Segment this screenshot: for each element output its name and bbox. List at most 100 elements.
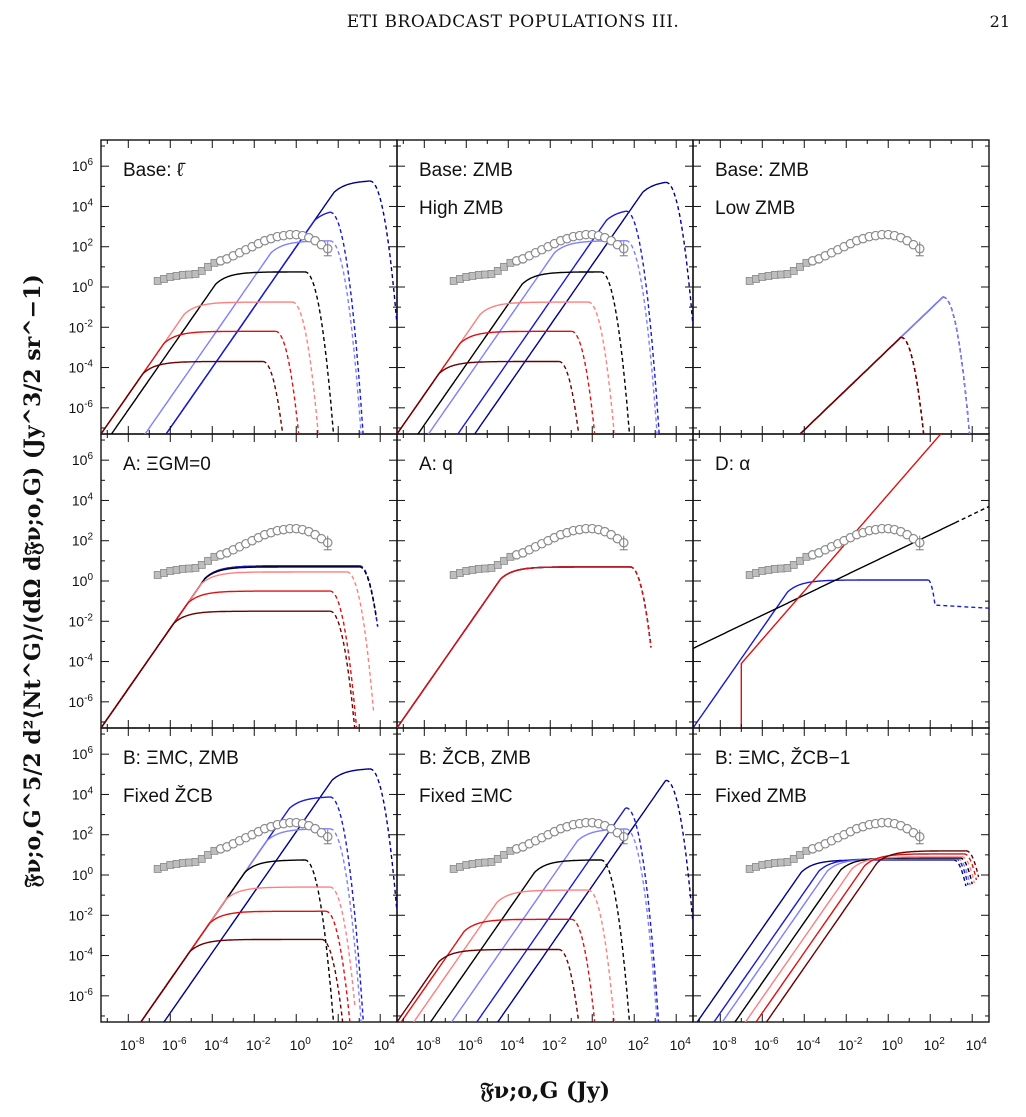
panel-label: B: ΞMC, ŽCB−1 [715,747,850,769]
series-tail-pink [291,301,320,434]
running-title: ETI BROADCAST POPULATIONS III. [346,12,680,32]
x-tick-label: 10-4 [796,1036,821,1053]
x-tick-label: 10-2 [246,1036,271,1053]
y-tick-label: 104 [72,491,94,508]
data-square [204,850,212,859]
x-tick-label: 10-4 [500,1036,525,1053]
panel-1 [101,180,397,434]
series-tail-light_blue [957,858,971,886]
y-tick-label: 106 [72,157,94,174]
series-line-red [397,330,572,434]
series-line-black [397,566,630,728]
x-tick-label: 10-6 [162,1036,187,1053]
series-line-black [110,271,305,434]
data-square [204,556,212,565]
panel-9 [696,817,980,1022]
series-line-dark_blue [163,768,370,1022]
series-line-dark_blue [165,180,370,434]
series-tail-black [359,566,377,617]
data-square [789,266,798,275]
series-line-light_blue [721,858,958,1022]
data-square [789,560,798,569]
data-square [197,560,206,569]
series-line-pink [101,571,347,728]
data-square [493,854,502,863]
x-tick-label: 102 [628,1036,650,1053]
series-line-red [400,918,572,1022]
series-line-dark_red [799,336,902,434]
series-line-red [397,566,630,728]
series-tail-dark_red [965,850,980,878]
series-tail-dark_blue [665,181,693,322]
ticks-layer [101,140,989,1022]
series-tail-black [629,566,652,648]
x-tick-label: 104 [670,1036,692,1053]
series-line-dark_blue [101,565,360,728]
y-tick-label: 10-2 [69,318,94,335]
x-tick-label: 10-4 [204,1036,229,1053]
series-tail-dark_blue [942,296,971,434]
panel-label: A: ΞGM=0 [123,454,211,475]
series-tail-light_blue [625,240,658,434]
series-line-dark_red [101,610,330,728]
series-tail-blue [329,211,364,434]
series-line-blue [397,566,630,728]
panel-label: Base: ZMB [715,160,809,181]
series-tail-blue [625,210,660,434]
series-tail-dark_blue [359,565,379,627]
series-line-red [101,590,330,728]
panel-label-2: Fixed ZMB [715,786,807,807]
series-line-dark_red [397,360,559,434]
panel-frame [396,139,694,435]
series-line-pink [101,301,292,434]
series-tail-pink [587,889,616,1022]
y-tick-label: 10-4 [69,653,94,670]
panel-label-2: Fixed ŽCB [123,785,213,807]
data-square [204,262,212,271]
panel-frame [100,139,398,435]
series-tail-pink [961,856,975,884]
panel-label-2: Fixed ΞMC [419,786,513,807]
y-tick-label: 10-4 [69,947,94,964]
panel-3 [745,229,971,434]
x-tick-label: 10-8 [416,1036,441,1053]
x-tick-label: 10-6 [754,1036,779,1053]
series-tail-dark_red [329,610,356,728]
y-tick-label: 106 [72,745,94,762]
panel-label: Base: ℓ̄ [123,160,186,181]
series-tail-dark_blue [953,859,967,887]
series-tail-black [959,857,973,885]
panel-6 [693,434,989,728]
y-tick-label: 100 [72,866,94,883]
data-square [796,556,804,565]
series-tail-red [571,330,596,434]
data-square [796,850,804,859]
page-number: 21 [989,12,1010,31]
panel-frame [396,433,694,729]
series-line-light_blue [450,828,626,1022]
series-line-black [429,859,601,1022]
series-tail-black [304,859,335,1022]
series-tail-black [955,505,989,524]
series-tail-blue [927,579,989,609]
x-tick-label: 100 [290,1036,312,1053]
data-square [500,556,508,565]
series-tail-light_blue [329,240,362,434]
y-tick-label: 10-6 [69,693,94,710]
series-tail-dark_red [558,360,580,434]
series-line-black [417,271,601,434]
series-line-light_blue [427,239,626,434]
data-square [796,262,804,271]
panels-layer [100,139,990,1023]
series-line-dark_red [101,360,263,434]
panel-7 [140,768,397,1022]
series-line-blue [799,296,944,434]
series-tail-red [900,336,925,434]
x-tick-label: 10-2 [542,1036,567,1053]
series-tail-black [600,859,631,1022]
panel-frame [100,433,398,729]
panel-label: Base: ZMB [419,160,513,181]
panel-frame [692,433,990,729]
data-square [493,266,502,275]
series-line-black [799,336,902,434]
